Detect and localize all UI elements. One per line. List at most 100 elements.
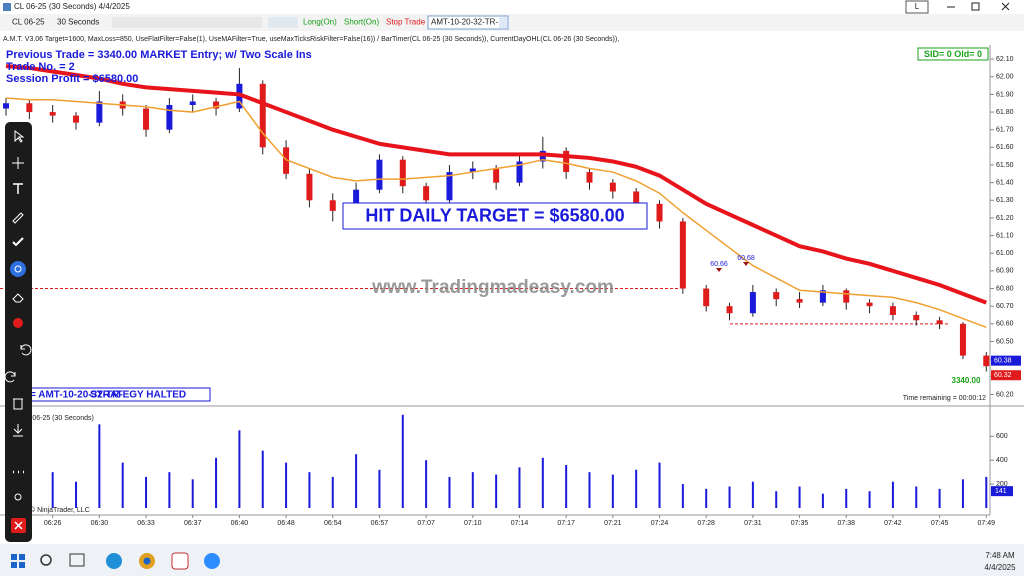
moving-average [5,97,987,329]
text-tool[interactable] [13,183,23,194]
signal-arrow [743,262,749,266]
highlight-tool[interactable] [10,261,26,277]
short-button[interactable]: Short(On) [344,18,379,27]
y-tick-label: 60.60 [996,321,1014,328]
volume-bar [705,488,708,508]
y-tick-label: 200 [996,481,1008,488]
redo-tool[interactable] [4,371,16,383]
color-tool[interactable] [13,318,23,328]
volume-title: VOL CL 06-25 (30 Seconds) [6,415,94,422]
y-tick-label: 400 [996,457,1008,464]
eraser-tool[interactable] [12,293,24,303]
previous-trade: Previous Trade = 3340.00 MARKET Entry; w… [6,49,312,61]
x-tick-label: 07:38 [837,520,855,527]
candle-body [283,147,290,174]
candle-body [143,108,150,130]
volume-bar [798,486,801,508]
pointer-tool[interactable] [14,130,25,143]
candle-body [983,355,990,367]
moving-average [5,64,987,305]
time-remaining: Time remaining = 00:00:12 [903,395,986,402]
candle-body [493,168,500,183]
candle-body [73,115,80,123]
volume-bar [448,476,451,508]
maximize[interactable] [971,2,980,11]
volume-bar [518,467,521,508]
price-marker-label: 60.32 [994,372,1012,379]
move-tool[interactable] [12,157,24,169]
x-tick-label: 07:49 [978,520,996,527]
volume-bar [681,484,684,508]
x-tick-label: 07:21 [604,520,622,527]
signal-label: 60.68 [737,255,755,262]
strategy-select[interactable] [427,15,509,30]
pen-tool[interactable] [12,212,24,224]
stop-button[interactable]: Stop Trade [386,18,426,27]
dropdown-arrow[interactable] [499,17,507,28]
volume-bar [961,479,964,508]
candle-body [726,306,733,314]
zoom-app[interactable] [204,553,220,569]
interval[interactable]: 30 Seconds [57,18,99,27]
volume-bar [541,457,544,508]
ninjatrader-app[interactable] [171,552,189,570]
x-tick-label: 07:07 [417,520,435,527]
chrome-center [143,557,151,565]
long-button[interactable]: Long(On) [303,18,337,27]
search-button[interactable] [40,554,52,566]
x-tick-label: 06:57 [371,520,389,527]
start-button[interactable] [11,554,25,568]
y-tick-label: 60.80 [996,285,1014,292]
instrument[interactable]: CL 06-25 [12,18,45,27]
delete-tool[interactable] [13,398,23,410]
tool-icons[interactable] [112,17,262,28]
volume-marker [991,486,1013,497]
plot: 60.2060.3060.4060.5060.6060.7060.8060.90… [0,56,1021,527]
price-marker [991,355,1021,366]
download-tool[interactable] [13,424,23,437]
edge-app[interactable] [106,553,122,569]
candle-body [959,323,966,356]
volume-bar [751,481,754,508]
candle-body [679,221,686,289]
candle-body [703,288,710,307]
candle-body [213,101,220,109]
check-tool[interactable] [12,237,24,247]
signal-arrow [716,268,722,272]
y-tick-label: 61.40 [996,179,1014,186]
trade-no: Trade No. = 2 [6,61,75,73]
candle-body [586,172,593,183]
candle-body [353,189,360,211]
volume-bar [775,491,778,508]
candle-body [376,159,383,190]
y-tick-label: 62.10 [996,56,1014,63]
candle-body [819,290,826,303]
y-tick-label: 62.00 [996,74,1014,81]
copyright: © NinjaTrader, LLC [30,506,90,514]
volume-bar [635,469,638,508]
x-tick-label: 07:35 [791,520,809,527]
volume-bar [401,414,404,508]
volume-bar [868,491,871,508]
undo-tool[interactable] [20,344,32,356]
task-view[interactable] [69,553,85,567]
tool-icons-2[interactable] [268,17,298,28]
x-tick-label: 06:37 [184,520,202,527]
candle-body [936,320,943,324]
user-badge[interactable] [905,0,929,14]
x-tick-label: 06:48 [277,520,295,527]
volume-bar [821,493,824,508]
close[interactable] [1001,2,1010,11]
candle-body [656,203,663,222]
x-tick-label: 06:54 [324,520,342,527]
user-tool[interactable] [14,493,22,501]
y-tick-label: 60.50 [996,338,1014,345]
candle-body [749,292,756,314]
volume-bar [285,462,288,508]
y-tick-label: 61.80 [996,109,1014,116]
x-tick-label: 07:24 [651,520,669,527]
candle-body [609,182,616,192]
y-tick-label: 61.60 [996,144,1014,151]
drawing-toolbar-bg [5,122,32,542]
